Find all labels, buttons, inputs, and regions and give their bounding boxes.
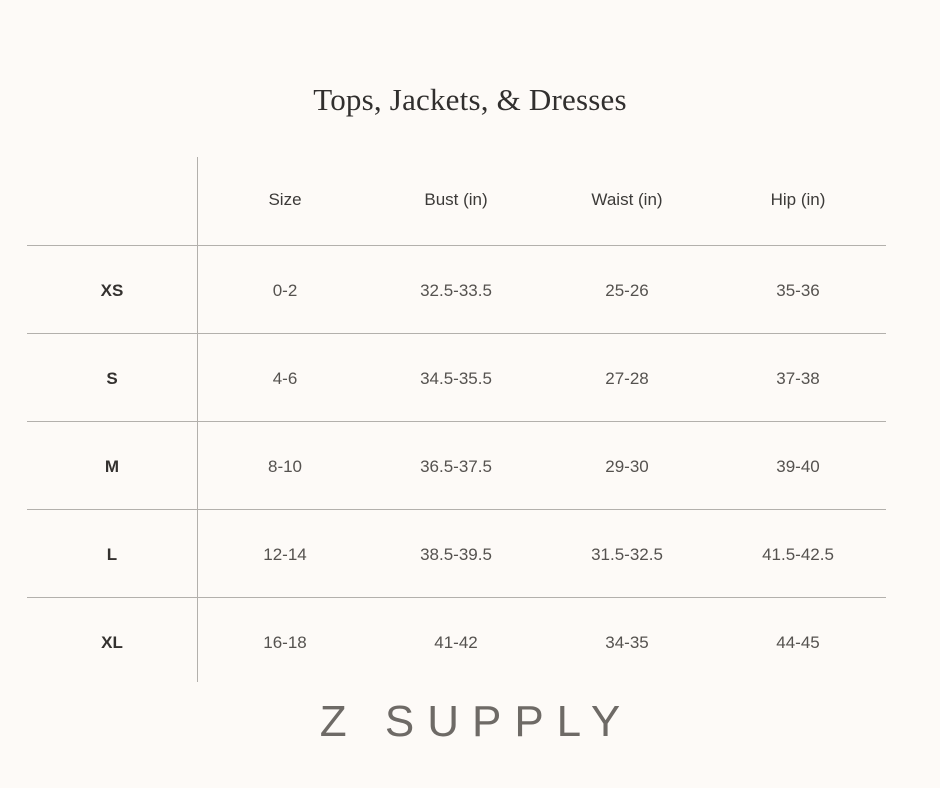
table-rule-header	[27, 245, 886, 246]
column-header-bust: Bust (in)	[424, 190, 488, 209]
table-rule-2	[27, 421, 886, 422]
table-cell-xs-hip: 35-36	[776, 281, 820, 300]
table-cell-m-bust: 36.5-37.5	[420, 457, 492, 476]
table-cell-xs-bust: 32.5-33.5	[420, 281, 492, 300]
table-cell-s-waist: 27-28	[605, 369, 649, 388]
table-cell-xs-size: 0-2	[272, 281, 298, 300]
table-cell-l-hip: 41.5-42.5	[762, 545, 834, 564]
page-title: Tops, Jackets, & Dresses	[313, 82, 627, 117]
column-header-size: Size	[268, 190, 302, 209]
table-cell-l-bust: 38.5-39.5	[420, 545, 492, 564]
table-cell-xl-waist: 34-35	[605, 633, 649, 652]
table-cell-s-hip: 37-38	[776, 369, 820, 388]
table-cell-s-size: 4-6	[272, 369, 298, 388]
table-row-label-s: S	[106, 369, 118, 388]
size-chart-table: Size Bust (in) Waist (in) Hip (in) XS 0-…	[27, 157, 886, 682]
table-cell-m-hip: 39-40	[776, 457, 820, 476]
table-rule-1	[27, 333, 886, 334]
table-cell-xs-waist: 25-26	[605, 281, 649, 300]
table-vertical-divider	[197, 157, 198, 682]
column-header-waist: Waist (in)	[591, 190, 663, 209]
table-cell-xl-hip: 44-45	[776, 633, 820, 652]
column-header-hip: Hip (in)	[770, 190, 826, 209]
table-cell-s-bust: 34.5-35.5	[420, 369, 492, 388]
table-cell-xl-bust: 41-42	[434, 633, 478, 652]
table-rule-3	[27, 509, 886, 510]
table-row-label-xs: XS	[100, 281, 124, 300]
table-rule-4	[27, 597, 886, 598]
table-cell-l-waist: 31.5-32.5	[591, 545, 663, 564]
table-cell-xl-size: 16-18	[263, 633, 307, 652]
table-row-label-l: L	[106, 545, 118, 564]
table-row-label-xl: XL	[101, 633, 123, 652]
brand-logo: Z SUPPLY	[319, 697, 634, 746]
table-cell-m-waist: 29-30	[605, 457, 649, 476]
table-cell-l-size: 12-14	[263, 545, 307, 564]
table-row-label-m: M	[104, 457, 120, 476]
table-cell-m-size: 8-10	[267, 457, 303, 476]
